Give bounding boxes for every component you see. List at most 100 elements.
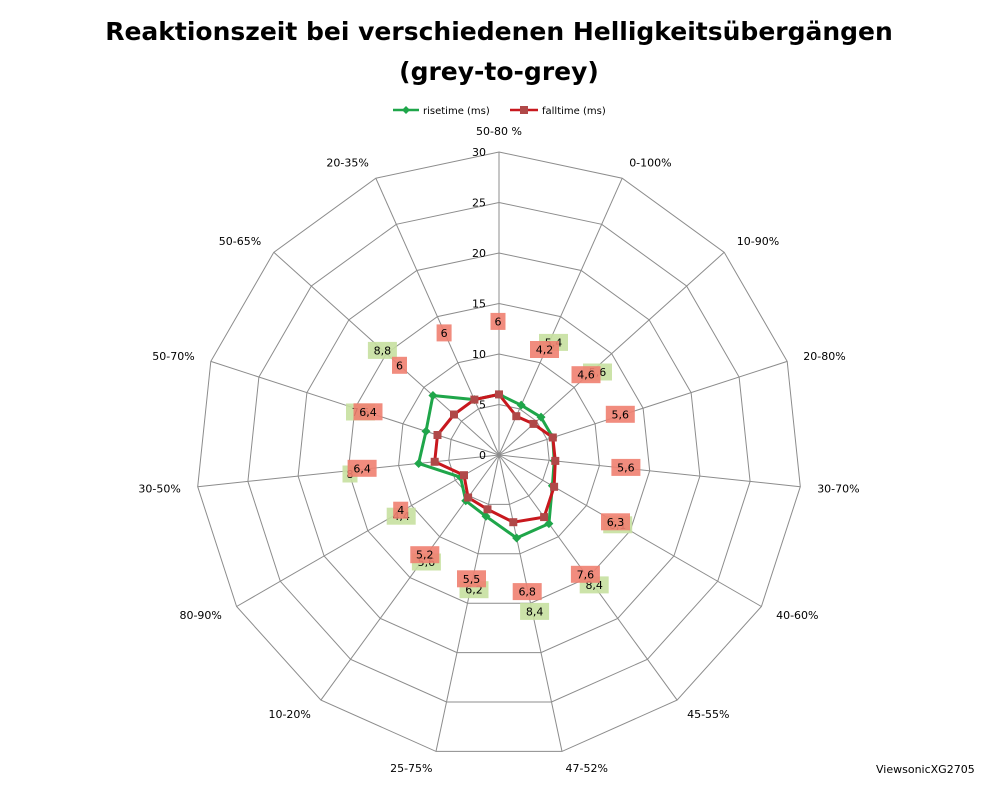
data-label-bg: [392, 356, 407, 374]
data-label-falltime: 6,4: [353, 403, 383, 421]
data-label-bg: [410, 546, 440, 564]
data-label-text: 5,2: [416, 549, 434, 562]
series-layer: [414, 389, 560, 543]
point-falltime: [495, 390, 503, 399]
data-label-text: 6: [396, 359, 403, 372]
category-label-0-100: 0-100%: [629, 157, 671, 170]
point-falltime: [464, 493, 473, 502]
category-label-47-52: 47-52%: [566, 762, 608, 775]
data-label-bg: [353, 403, 383, 421]
data-label-text: 4,2: [536, 344, 554, 357]
point-falltime: [509, 518, 518, 527]
data-label-text: 7,6: [577, 568, 595, 581]
category-label-10-20: 10-20%: [268, 708, 310, 721]
chart-title-line2: (grey-to-grey): [399, 57, 599, 86]
data-label-risetime: 8,8: [367, 341, 397, 359]
data-label-text: 4: [397, 504, 404, 517]
data-label-falltime: 4,2: [530, 341, 559, 358]
data-label-text: 8,4: [526, 605, 544, 618]
data-label-falltime: 6,8: [512, 583, 542, 601]
data-label-falltime: 5,6: [611, 458, 641, 476]
data-label-text: 5,5: [463, 573, 481, 586]
point-falltime: [550, 482, 559, 491]
point-risetime: [536, 412, 546, 422]
radar-grid: [197, 151, 801, 752]
data-label-falltime: 6,4: [347, 459, 377, 477]
data-label-bg: [611, 458, 641, 476]
data-label-bg: [490, 312, 506, 330]
data-label-bg: [512, 583, 542, 601]
point-falltime: [433, 431, 442, 439]
data-label-text: 6,3: [607, 516, 625, 529]
data-label-bg: [570, 565, 600, 583]
series-line-falltime: [433, 392, 557, 524]
data-label-falltime: 5,2: [410, 546, 440, 564]
series-falltime: [430, 390, 560, 527]
legend-marker-risetime: [402, 106, 410, 114]
data-label-bg: [601, 513, 630, 531]
category-label-10-90: 10-90%: [737, 235, 779, 248]
data-label-bg: [571, 366, 601, 384]
data-label-falltime: 6: [436, 324, 452, 342]
data-label-text: 5,6: [617, 461, 635, 474]
data-label-falltime: 5,5: [457, 570, 486, 588]
radial-axis-ticks: 0 5 10 15 20 25 30: [472, 146, 486, 462]
grid-ring: [347, 302, 651, 604]
point-falltime: [450, 410, 458, 419]
data-label-bg: [347, 459, 377, 477]
r-tick-label: 5: [479, 399, 486, 412]
category-label-80-90: 80-90%: [179, 609, 221, 622]
grid-spoke: [498, 454, 801, 488]
category-label-40-60: 40-60%: [776, 609, 818, 622]
point-falltime: [483, 505, 492, 514]
grid-spoke: [435, 454, 500, 752]
data-label-bg: [393, 501, 409, 519]
data-label-text: 6,4: [359, 406, 377, 419]
data-label-risetime: 8,4: [520, 602, 550, 620]
grid-spoke: [375, 177, 500, 456]
series-line-risetime: [417, 392, 556, 540]
point-falltime: [551, 456, 560, 465]
grid-ring: [197, 151, 801, 752]
data-label-bg: [436, 324, 452, 342]
point-risetime: [481, 511, 491, 521]
point-risetime: [544, 519, 554, 529]
r-tick-label: 15: [472, 298, 486, 311]
r-tick-label: 10: [472, 348, 486, 361]
legend: risetime (ms) falltime (ms): [393, 106, 606, 117]
grid-spoke: [498, 177, 623, 456]
legend-label-falltime: falltime (ms): [542, 106, 606, 117]
point-falltime: [540, 513, 549, 522]
point-risetime: [414, 458, 424, 468]
point-falltime: [460, 471, 468, 480]
category-label-50-80: 50-80 %: [476, 125, 522, 138]
point-falltime: [512, 412, 521, 421]
data-label-falltime: 7,6: [570, 565, 600, 583]
data-label-text: 6,4: [353, 462, 371, 475]
grid-spoke: [236, 454, 500, 607]
data-label-text: 6: [495, 315, 502, 328]
data-label-bg: [367, 341, 397, 359]
data-label-falltime: 6: [490, 312, 506, 330]
point-falltime: [529, 419, 538, 428]
data-label-text: 6,8: [518, 586, 536, 599]
legend-marker-falltime: [520, 106, 528, 114]
watermark: ViewsonicXG2705: [876, 763, 975, 776]
data-label-falltime: 5,6: [605, 405, 635, 423]
data-label-text: 5,6: [612, 408, 630, 421]
grid-ring: [398, 353, 600, 555]
data-label-bg: [520, 602, 550, 620]
grid-spoke: [498, 360, 788, 456]
legend-item-falltime: falltime (ms): [510, 106, 606, 117]
data-label-falltime: 4,6: [571, 366, 601, 384]
category-label-25-75: 25-75%: [390, 762, 432, 775]
data-label-text: 6: [441, 327, 448, 340]
legend-label-risetime: risetime (ms): [423, 106, 490, 117]
data-label-falltime: 6,3: [601, 513, 630, 531]
category-labels: 50-80 % 0-100% 10-90% 20-80% 30-70% 40-60% 45-…: [138, 125, 859, 775]
data-label-falltime: 4: [393, 501, 409, 519]
data-label-text: 8,8: [374, 344, 392, 357]
point-risetime: [516, 400, 526, 410]
r-tick-label: 30: [472, 146, 486, 159]
point-risetime: [512, 533, 522, 543]
